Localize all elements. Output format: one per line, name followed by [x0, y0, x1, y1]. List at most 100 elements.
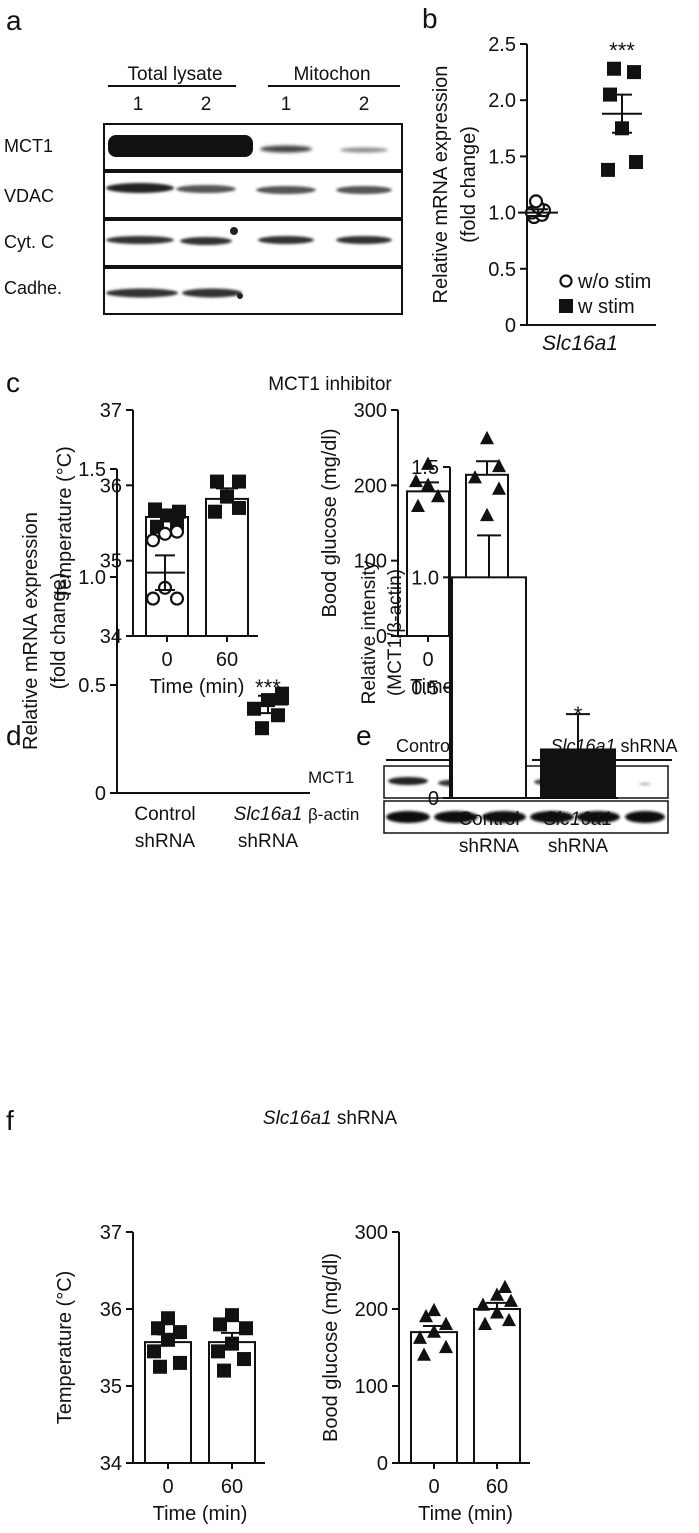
- blot-e-row-label-mct1: MCT1: [308, 768, 354, 787]
- blot-a-row-label-vdac: VDAC: [4, 186, 54, 206]
- data-point: [480, 430, 494, 445]
- y-axis-label: Temperature (°C): [54, 1271, 76, 1425]
- y-tick-label: 100: [354, 551, 387, 573]
- blot-a-band: [180, 237, 232, 245]
- x-category-label: Slc16a1: [544, 809, 613, 830]
- x-tick-label: 60: [221, 1476, 243, 1498]
- y-tick-label: 0: [377, 1453, 388, 1475]
- blot-a-band: [106, 236, 174, 244]
- blot-a-band: [256, 186, 316, 194]
- data-point: [476, 1297, 490, 1311]
- x-tick-label: 0: [161, 649, 172, 671]
- x-category-label: shRNA: [548, 836, 609, 857]
- significance-annotation: ***: [609, 38, 635, 63]
- panel-letter-e: e: [356, 720, 372, 751]
- data-point: [478, 1316, 492, 1330]
- data-point: [607, 61, 621, 76]
- blot-e-band: [388, 777, 428, 785]
- data-point: [232, 474, 246, 489]
- blot-a: Total lysate Mitochon 1 2 1 2 MCT1 VDAC …: [4, 64, 403, 315]
- x-category-label: Control: [458, 809, 519, 830]
- y-tick-label: 0: [505, 315, 516, 337]
- blot-a-band: [182, 288, 242, 298]
- blot-a-band: [258, 236, 314, 244]
- y-tick-label: 34: [100, 626, 122, 648]
- data-point: [528, 194, 544, 209]
- x-category-label: shRNA: [238, 831, 299, 852]
- panel-c-title: MCT1 inhibitor: [268, 374, 392, 395]
- blot-a-band: [176, 185, 236, 193]
- x-category-label: shRNA: [135, 831, 196, 852]
- x-tick-label: 0: [162, 1476, 173, 1498]
- blot-a-band: [336, 236, 392, 244]
- panel-f-title-italic: Slc16a1: [263, 1108, 332, 1129]
- data-point: [220, 489, 234, 504]
- data-point: [409, 473, 423, 488]
- data-point: [431, 488, 445, 503]
- significance-annotation: ***: [255, 675, 281, 700]
- blot-e-band: [639, 782, 651, 786]
- x-tick-label: 0: [428, 1476, 439, 1498]
- y-axis-label: Bood glucose (mg/dl): [320, 1253, 342, 1442]
- y-tick-label: 0.5: [78, 675, 106, 697]
- panel-f-title: Slc16a1 shRNA: [263, 1108, 397, 1129]
- y-tick-label: 200: [354, 475, 387, 497]
- significance-annotation: *: [574, 702, 583, 727]
- bar: [540, 748, 616, 799]
- data-point: [419, 1309, 433, 1323]
- chart-f-glucose: 0 100 200 300 Bood glucose (mg/dl) 0 60 Time (m…: [320, 1222, 530, 1525]
- blot-a-lane-label: 2: [359, 94, 370, 115]
- bar: [205, 497, 249, 638]
- y-tick-label: 2.5: [488, 34, 516, 56]
- panel-letter-f: f: [6, 1105, 14, 1136]
- blot-e-group-kd-rest: shRNA: [616, 736, 678, 756]
- data-point: [421, 456, 435, 470]
- blot-e-band: [434, 811, 478, 823]
- blot-e-band: [386, 811, 430, 823]
- data-point: [271, 708, 285, 723]
- x-category-label: shRNA: [459, 836, 520, 857]
- x-axis-label: Time (min): [150, 676, 245, 698]
- blot-e-row-label-actin: β-actin: [308, 805, 359, 824]
- y-tick-label: 0: [376, 626, 387, 648]
- panel-letter-b: b: [422, 3, 438, 34]
- chart-f-temperature: 34 35 36 37 Temperature (°C) 0 60 Time (min): [54, 1222, 265, 1525]
- data-point: [161, 1311, 175, 1326]
- data-point: [160, 508, 174, 523]
- x-category-label: Slc16a1: [234, 804, 303, 825]
- data-point: [169, 591, 185, 606]
- data-point: [225, 1308, 239, 1323]
- data-point: [427, 1302, 441, 1317]
- blot-a-band: [336, 186, 392, 194]
- blot-a-lane-label: 2: [201, 94, 212, 115]
- y-axis-label: Relative intensity (MCT1/β-actin): [359, 560, 406, 704]
- blot-e-band: [625, 811, 665, 823]
- y-tick-label: 200: [355, 1299, 388, 1321]
- data-point: [498, 1279, 512, 1294]
- blot-a-band: [108, 135, 253, 157]
- x-axis-label: Slc16a1: [542, 332, 618, 355]
- legend-label: w stim: [577, 296, 635, 318]
- blot-a-group-mitochon: Mitochon: [293, 64, 370, 85]
- blot-a-band: [340, 147, 388, 153]
- y-tick-label: 37: [100, 400, 122, 422]
- data-point: [217, 1363, 231, 1378]
- chart-b: 0 0.5 1.0 1.5 2.0 2.5 Relative mRNA expression…: [430, 34, 656, 355]
- x-tick-label: 0: [422, 649, 433, 671]
- data-point: [492, 458, 506, 473]
- blot-e-band: [482, 811, 526, 823]
- data-point: [417, 1347, 431, 1361]
- data-point: [237, 1352, 251, 1367]
- blot-a-row-label-cadherin: Cadhe.: [4, 278, 62, 298]
- data-point: [145, 533, 161, 548]
- chart-e: 0 0.5 1.0 1.5 Relative intensity (MCT1/β-acti…: [359, 457, 618, 857]
- blot-a-group-total-lysate: Total lysate: [127, 64, 222, 85]
- y-tick-label: 37: [100, 1222, 122, 1244]
- y-tick-label: 0: [95, 783, 106, 805]
- data-point: [208, 504, 222, 519]
- blot-a-lane-label: 1: [281, 94, 292, 115]
- data-point: [627, 65, 641, 80]
- data-point: [411, 498, 425, 513]
- data-point: [157, 526, 173, 541]
